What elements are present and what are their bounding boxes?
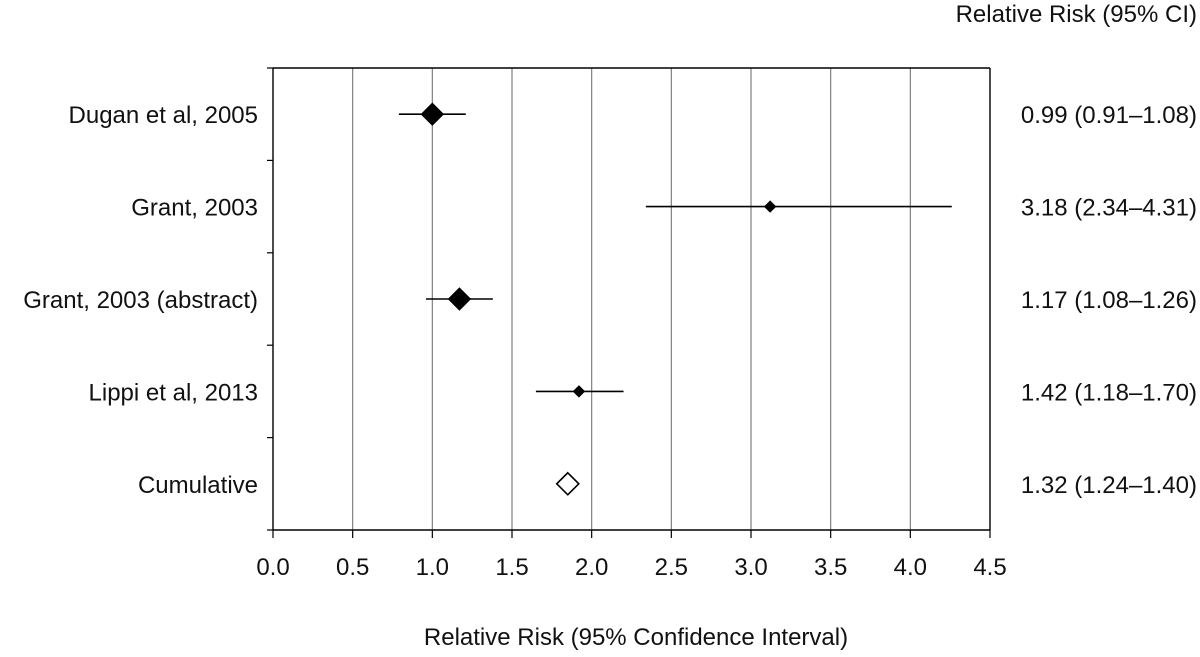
x-tick-labels: 0.0 0.5 1.0 1.5 2.0 2.5 3.0 3.5 4.0 4.5 [256, 554, 1006, 581]
filled-diamond-marker [447, 287, 472, 311]
y-tick-marks [267, 67, 273, 531]
x-tick-label: 3.0 [734, 554, 767, 581]
x-tick-label: 2.5 [655, 554, 688, 581]
ci-value-text: 1.32 (1.24–1.40) [1021, 472, 1197, 499]
x-axis-label: Relative Risk (95% Confidence Interval) [424, 624, 848, 651]
x-tick-label: 0.0 [256, 554, 289, 581]
study-label: Dugan et al, 2005 [69, 102, 258, 129]
study-label: Grant, 2003 (abstract) [23, 287, 258, 314]
x-tick-label: 3.5 [814, 554, 847, 581]
ci-value-text: 3.18 (2.34–4.31) [1021, 195, 1197, 222]
ci-value-text: 0.99 (0.91–1.08) [1021, 102, 1197, 129]
study-row: Lippi et al, 2013 1.42 (1.18–1.70) [89, 379, 1197, 406]
vertical-gridlines [352, 68, 911, 530]
ci-value-text: 1.17 (1.08–1.26) [1021, 287, 1197, 314]
study-label: Grant, 2003 [131, 195, 258, 222]
filled-diamond-marker [420, 102, 445, 126]
right-column-header: Relative Risk (95% CI) [956, 1, 1197, 28]
open-diamond-marker [555, 471, 580, 496]
study-label: Lippi et al, 2013 [89, 379, 258, 406]
x-tick-label: 2.0 [575, 554, 608, 581]
x-tick-label: 1.0 [416, 554, 449, 581]
filled-diamond-marker [572, 385, 586, 398]
study-rows: Dugan et al, 2005 0.99 (0.91–1.08) Grant, … [23, 102, 1197, 499]
study-label: Cumulative [138, 472, 258, 499]
study-row: Dugan et al, 2005 0.99 (0.91–1.08) [69, 102, 1197, 129]
filled-diamond-marker [763, 200, 777, 213]
study-row: Cumulative 1.32 (1.24–1.40) [138, 471, 1197, 499]
x-tick-label: 4.0 [894, 554, 927, 581]
axes [272, 67, 991, 538]
x-tick-label: 4.5 [973, 554, 1006, 581]
study-row: Grant, 2003 (abstract) 1.17 (1.08–1.26) [23, 287, 1197, 314]
x-tick-label: 1.5 [495, 554, 528, 581]
study-row: Grant, 2003 3.18 (2.34–4.31) [131, 195, 1197, 222]
x-tick-label: 0.5 [336, 554, 369, 581]
ci-value-text: 1.42 (1.18–1.70) [1021, 379, 1197, 406]
